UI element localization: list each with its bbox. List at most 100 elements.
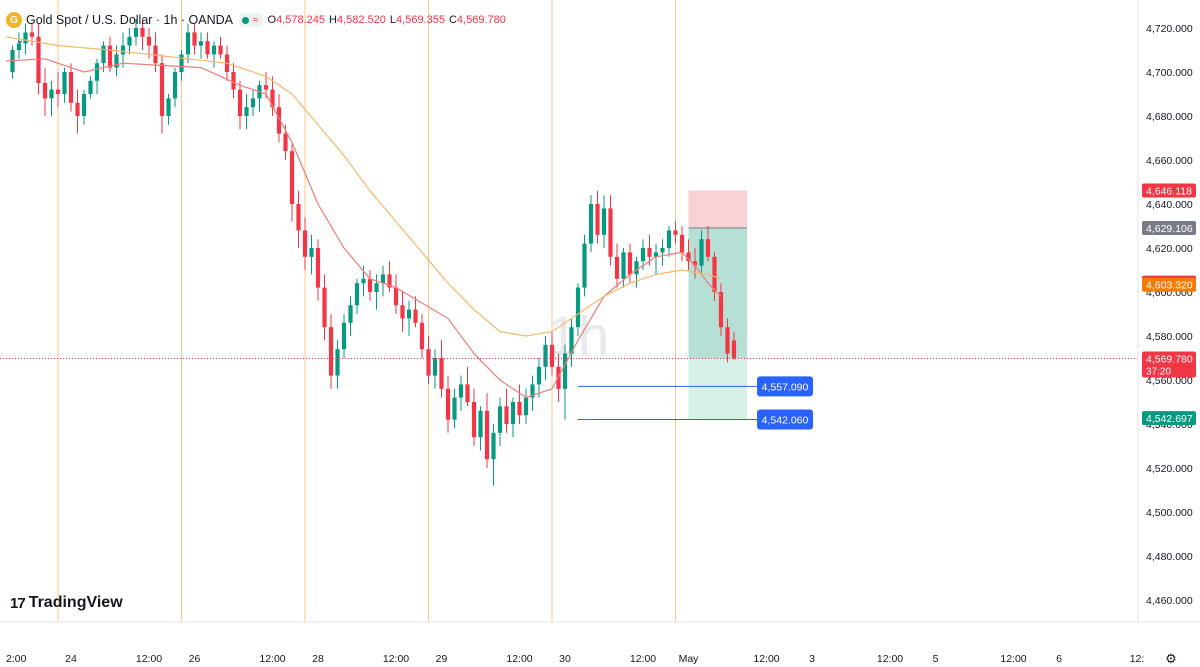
- candle: [185, 23, 191, 64]
- candle: [653, 243, 659, 275]
- time-tick-label: 30: [559, 653, 571, 665]
- candle-body: [198, 41, 204, 46]
- price-axis-tag-label: 4,569.780: [1146, 353, 1193, 365]
- candle-body: [16, 43, 22, 50]
- candle: [49, 80, 54, 116]
- time-tick-label: 12:00: [506, 653, 532, 665]
- candle-body: [627, 252, 633, 275]
- market-status-badge[interactable]: ≈: [239, 13, 262, 27]
- candle-body: [231, 72, 236, 90]
- candle: [62, 67, 67, 103]
- candle-body: [647, 248, 652, 257]
- candle: [133, 19, 139, 46]
- profit-zone-remaining[interactable]: [688, 358, 748, 420]
- candle-body: [601, 208, 607, 235]
- candle: [146, 28, 152, 59]
- candle: [608, 195, 613, 266]
- time-tick-label: 12:00: [630, 653, 656, 665]
- price-axis-tag: [1142, 183, 1196, 198]
- candle-body: [484, 410, 490, 460]
- candle: [205, 32, 210, 59]
- candle-body: [582, 243, 587, 288]
- candle: [218, 36, 223, 59]
- time-axis[interactable]: 2:00 24 12:00 26 12:00 28 12:00 29 12:00 30 12:00 M…: [0, 621, 1200, 665]
- price-tick-label: 4,520.000: [1146, 463, 1193, 475]
- time-tick-label: 12:00: [383, 653, 409, 665]
- candle-body: [504, 406, 509, 424]
- ohlc-open: O4,578.245: [267, 14, 326, 26]
- candle: [582, 234, 587, 297]
- candle-body: [692, 261, 698, 266]
- candle-body: [530, 384, 535, 398]
- candle: [517, 384, 522, 424]
- price-tick-label: 4,720.000: [1146, 23, 1193, 35]
- chart-settings-gear-icon[interactable]: ⚙: [1165, 651, 1177, 666]
- candle-body: [244, 107, 249, 116]
- candle-body: [270, 89, 275, 108]
- candle: [478, 406, 483, 451]
- candle: [452, 388, 457, 429]
- candle: [673, 221, 678, 244]
- candle-body: [127, 36, 132, 46]
- candle: [465, 366, 470, 407]
- candle-body: [380, 274, 386, 284]
- candle: [42, 67, 48, 116]
- candle: [127, 28, 132, 55]
- candle-body: [62, 72, 67, 94]
- candle: [120, 32, 126, 68]
- horizontal-level-lines[interactable]: 4,557.090 4,542.060: [578, 376, 813, 430]
- candle-body: [660, 248, 665, 253]
- candle: [10, 45, 15, 79]
- level-label-text: 4,542.060: [762, 414, 809, 426]
- tradingview-wordmark: TradingView: [28, 594, 123, 611]
- candle: [725, 318, 730, 363]
- candle-body: [699, 239, 704, 266]
- candle: [647, 234, 652, 266]
- candle-body: [731, 340, 737, 358]
- candle: [16, 32, 22, 59]
- candle-body: [575, 287, 581, 328]
- symbol-title[interactable]: Gold Spot / U.S. Dollar · 1h · OANDA: [26, 13, 234, 27]
- candle-body: [471, 402, 477, 438]
- candle-body: [666, 230, 672, 248]
- candle: [237, 80, 243, 130]
- candle: [731, 331, 737, 361]
- price-tick-label: 4,700.000: [1146, 67, 1193, 79]
- candle: [497, 397, 503, 446]
- candle: [634, 256, 639, 288]
- candle-body: [712, 256, 717, 292]
- candle-body: [192, 32, 197, 46]
- candle: [88, 76, 93, 99]
- candle-body: [185, 32, 191, 55]
- candle: [666, 226, 672, 257]
- candle-body: [569, 327, 574, 354]
- candle: [159, 54, 165, 134]
- candle-body: [94, 63, 100, 81]
- stop-loss-zone[interactable]: [688, 190, 748, 228]
- candle-body: [439, 358, 444, 389]
- candle-body: [107, 45, 113, 68]
- ohlc-low: L4,569.355: [389, 14, 445, 26]
- candle-body: [452, 397, 457, 420]
- time-tick-label: 12:00: [877, 653, 903, 665]
- candle-body: [218, 45, 223, 55]
- candle-body: [634, 261, 639, 275]
- candle: [692, 248, 698, 279]
- short-position-tool[interactable]: [688, 190, 748, 420]
- candle: [530, 375, 535, 411]
- price-axis[interactable]: 4,460.000 4,480.000 4,500.000 4,520.000 4,54…: [1137, 0, 1193, 622]
- level-label-box[interactable]: [757, 409, 813, 430]
- collapse-legend-chevron-icon[interactable]: ⌄: [15, 34, 25, 46]
- candle-body: [309, 248, 314, 257]
- candle: [335, 340, 340, 389]
- level-label-box[interactable]: [757, 376, 813, 397]
- candle: [504, 388, 509, 433]
- price-tick-label: 4,680.000: [1146, 111, 1193, 123]
- candle-body: [289, 151, 295, 204]
- candle: [231, 63, 236, 99]
- price-axis-tag: [1142, 277, 1196, 292]
- candle: [348, 296, 353, 336]
- candle: [302, 217, 308, 270]
- candle: [562, 344, 568, 420]
